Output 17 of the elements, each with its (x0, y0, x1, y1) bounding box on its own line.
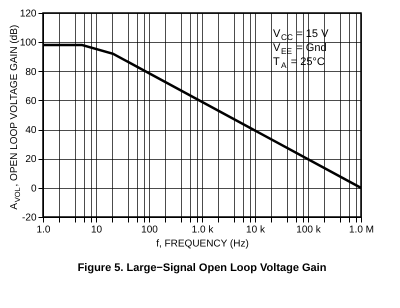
y-tick-label: 40 (25, 125, 37, 136)
y-tick-label: -20 (22, 212, 37, 224)
x-tick-label: 1.0 M (348, 224, 374, 236)
x-axis-title: f, FREQUENCY (Hz) (156, 238, 249, 250)
y-tick-label: 20 (25, 154, 37, 166)
x-tick-label: 1.0 k (192, 224, 214, 236)
x-tick-label: 100 k (296, 224, 322, 236)
y-tick-label: 0 (30, 183, 37, 194)
y-tick-label: 120 (20, 8, 37, 20)
x-tick-label: 10 k (246, 224, 266, 236)
text: Figure 5. Large−Signal Open Loop Voltage Gain (78, 262, 327, 274)
y-tick-label: 80 (25, 66, 37, 78)
x-tick-label: 10 (90, 224, 102, 236)
x-tick-label: 1.0 (36, 224, 51, 236)
x-tick-label: 100 (141, 224, 158, 236)
y-tick-label: 60 (25, 96, 37, 107)
y-tick-label: 100 (20, 38, 37, 49)
